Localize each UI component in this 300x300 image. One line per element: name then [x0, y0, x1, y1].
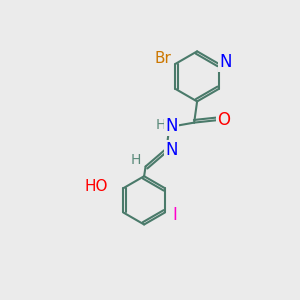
Text: N: N: [165, 117, 178, 135]
Text: N: N: [165, 141, 178, 159]
Text: Br: Br: [154, 51, 171, 66]
Text: I: I: [172, 206, 177, 224]
Text: H: H: [156, 118, 166, 132]
Text: HO: HO: [84, 179, 108, 194]
Text: N: N: [219, 53, 232, 71]
Text: H: H: [131, 153, 141, 167]
Text: O: O: [217, 111, 230, 129]
